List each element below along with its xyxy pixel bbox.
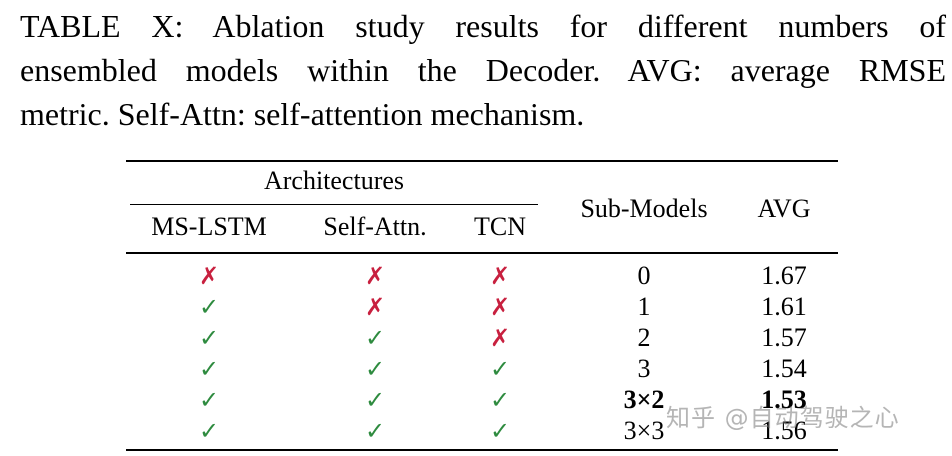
table-top-rule: [126, 160, 838, 162]
sub-models-value: 2: [637, 323, 651, 352]
self-attn-mark: ✓: [364, 324, 386, 352]
table-row: ✓ ✗ ✗ 1 1.61: [126, 292, 838, 323]
self-attn-mark: ✓: [364, 417, 386, 445]
header-self-attn: Self-Attn.: [323, 212, 427, 241]
ms-lstm-mark: ✗: [198, 262, 220, 290]
self-attn-mark: ✓: [364, 386, 386, 414]
header-avg: AVG: [757, 194, 811, 223]
self-attn-mark: ✓: [364, 355, 386, 383]
sub-models-value: 1: [637, 292, 651, 321]
ms-lstm-mark: ✓: [198, 355, 220, 383]
tcn-mark: ✗: [489, 293, 511, 321]
avg-value: 1.56: [761, 416, 807, 445]
ms-lstm-mark: ✓: [198, 293, 220, 321]
tcn-mark: ✓: [489, 417, 511, 445]
caption-line-2: ensembled models within the Decoder. AVG…: [20, 52, 946, 88]
table-row-best: ✓ ✓ ✓ 3×2 1.53: [126, 385, 838, 416]
avg-value-best: 1.53: [761, 385, 807, 414]
table-bottom-rule: [126, 449, 838, 451]
header-architectures: Architectures: [263, 166, 405, 195]
caption-line-3: metric. Self-Attn: self-attention mechan…: [20, 96, 585, 132]
self-attn-mark: ✗: [364, 262, 386, 290]
table-mid-rule: [126, 252, 838, 254]
ms-lstm-mark: ✓: [198, 386, 220, 414]
table-caption: TABLE X: Ablation study results for diff…: [20, 4, 946, 136]
table-row: ✓ ✓ ✓ 3×3 1.56: [126, 416, 838, 447]
table-row: ✓ ✓ ✓ 3 1.54: [126, 354, 838, 385]
avg-value: 1.61: [761, 292, 807, 321]
avg-value: 1.54: [761, 354, 807, 383]
header-tcn: TCN: [474, 212, 526, 241]
header-ms-lstm: MS-LSTM: [151, 212, 267, 241]
architectures-cmidrule: [130, 204, 538, 205]
sub-models-value: 3: [637, 354, 651, 383]
caption-line-1: TABLE X: Ablation study results for diff…: [20, 8, 946, 44]
sub-models-value-best: 3×2: [623, 385, 665, 414]
watermark-text: 知乎 @自动驾驶之心: [666, 404, 900, 432]
tcn-mark: ✗: [489, 324, 511, 352]
sub-models-value: 3×3: [623, 416, 665, 445]
tcn-mark: ✓: [489, 386, 511, 414]
avg-value: 1.57: [761, 323, 807, 352]
sub-models-value: 0: [637, 261, 651, 290]
self-attn-mark: ✗: [364, 293, 386, 321]
table-row: ✗ ✗ ✗ 0 1.67: [126, 261, 838, 292]
ms-lstm-mark: ✓: [198, 417, 220, 445]
ms-lstm-mark: ✓: [198, 324, 220, 352]
table-row: ✓ ✓ ✗ 2 1.57: [126, 323, 838, 354]
ablation-table: Architectures MS-LSTM Self-Attn. TCN Sub…: [126, 160, 838, 452]
tcn-mark: ✗: [489, 262, 511, 290]
tcn-mark: ✓: [489, 355, 511, 383]
avg-value: 1.67: [761, 261, 807, 290]
header-sub-models: Sub-Models: [580, 194, 708, 223]
